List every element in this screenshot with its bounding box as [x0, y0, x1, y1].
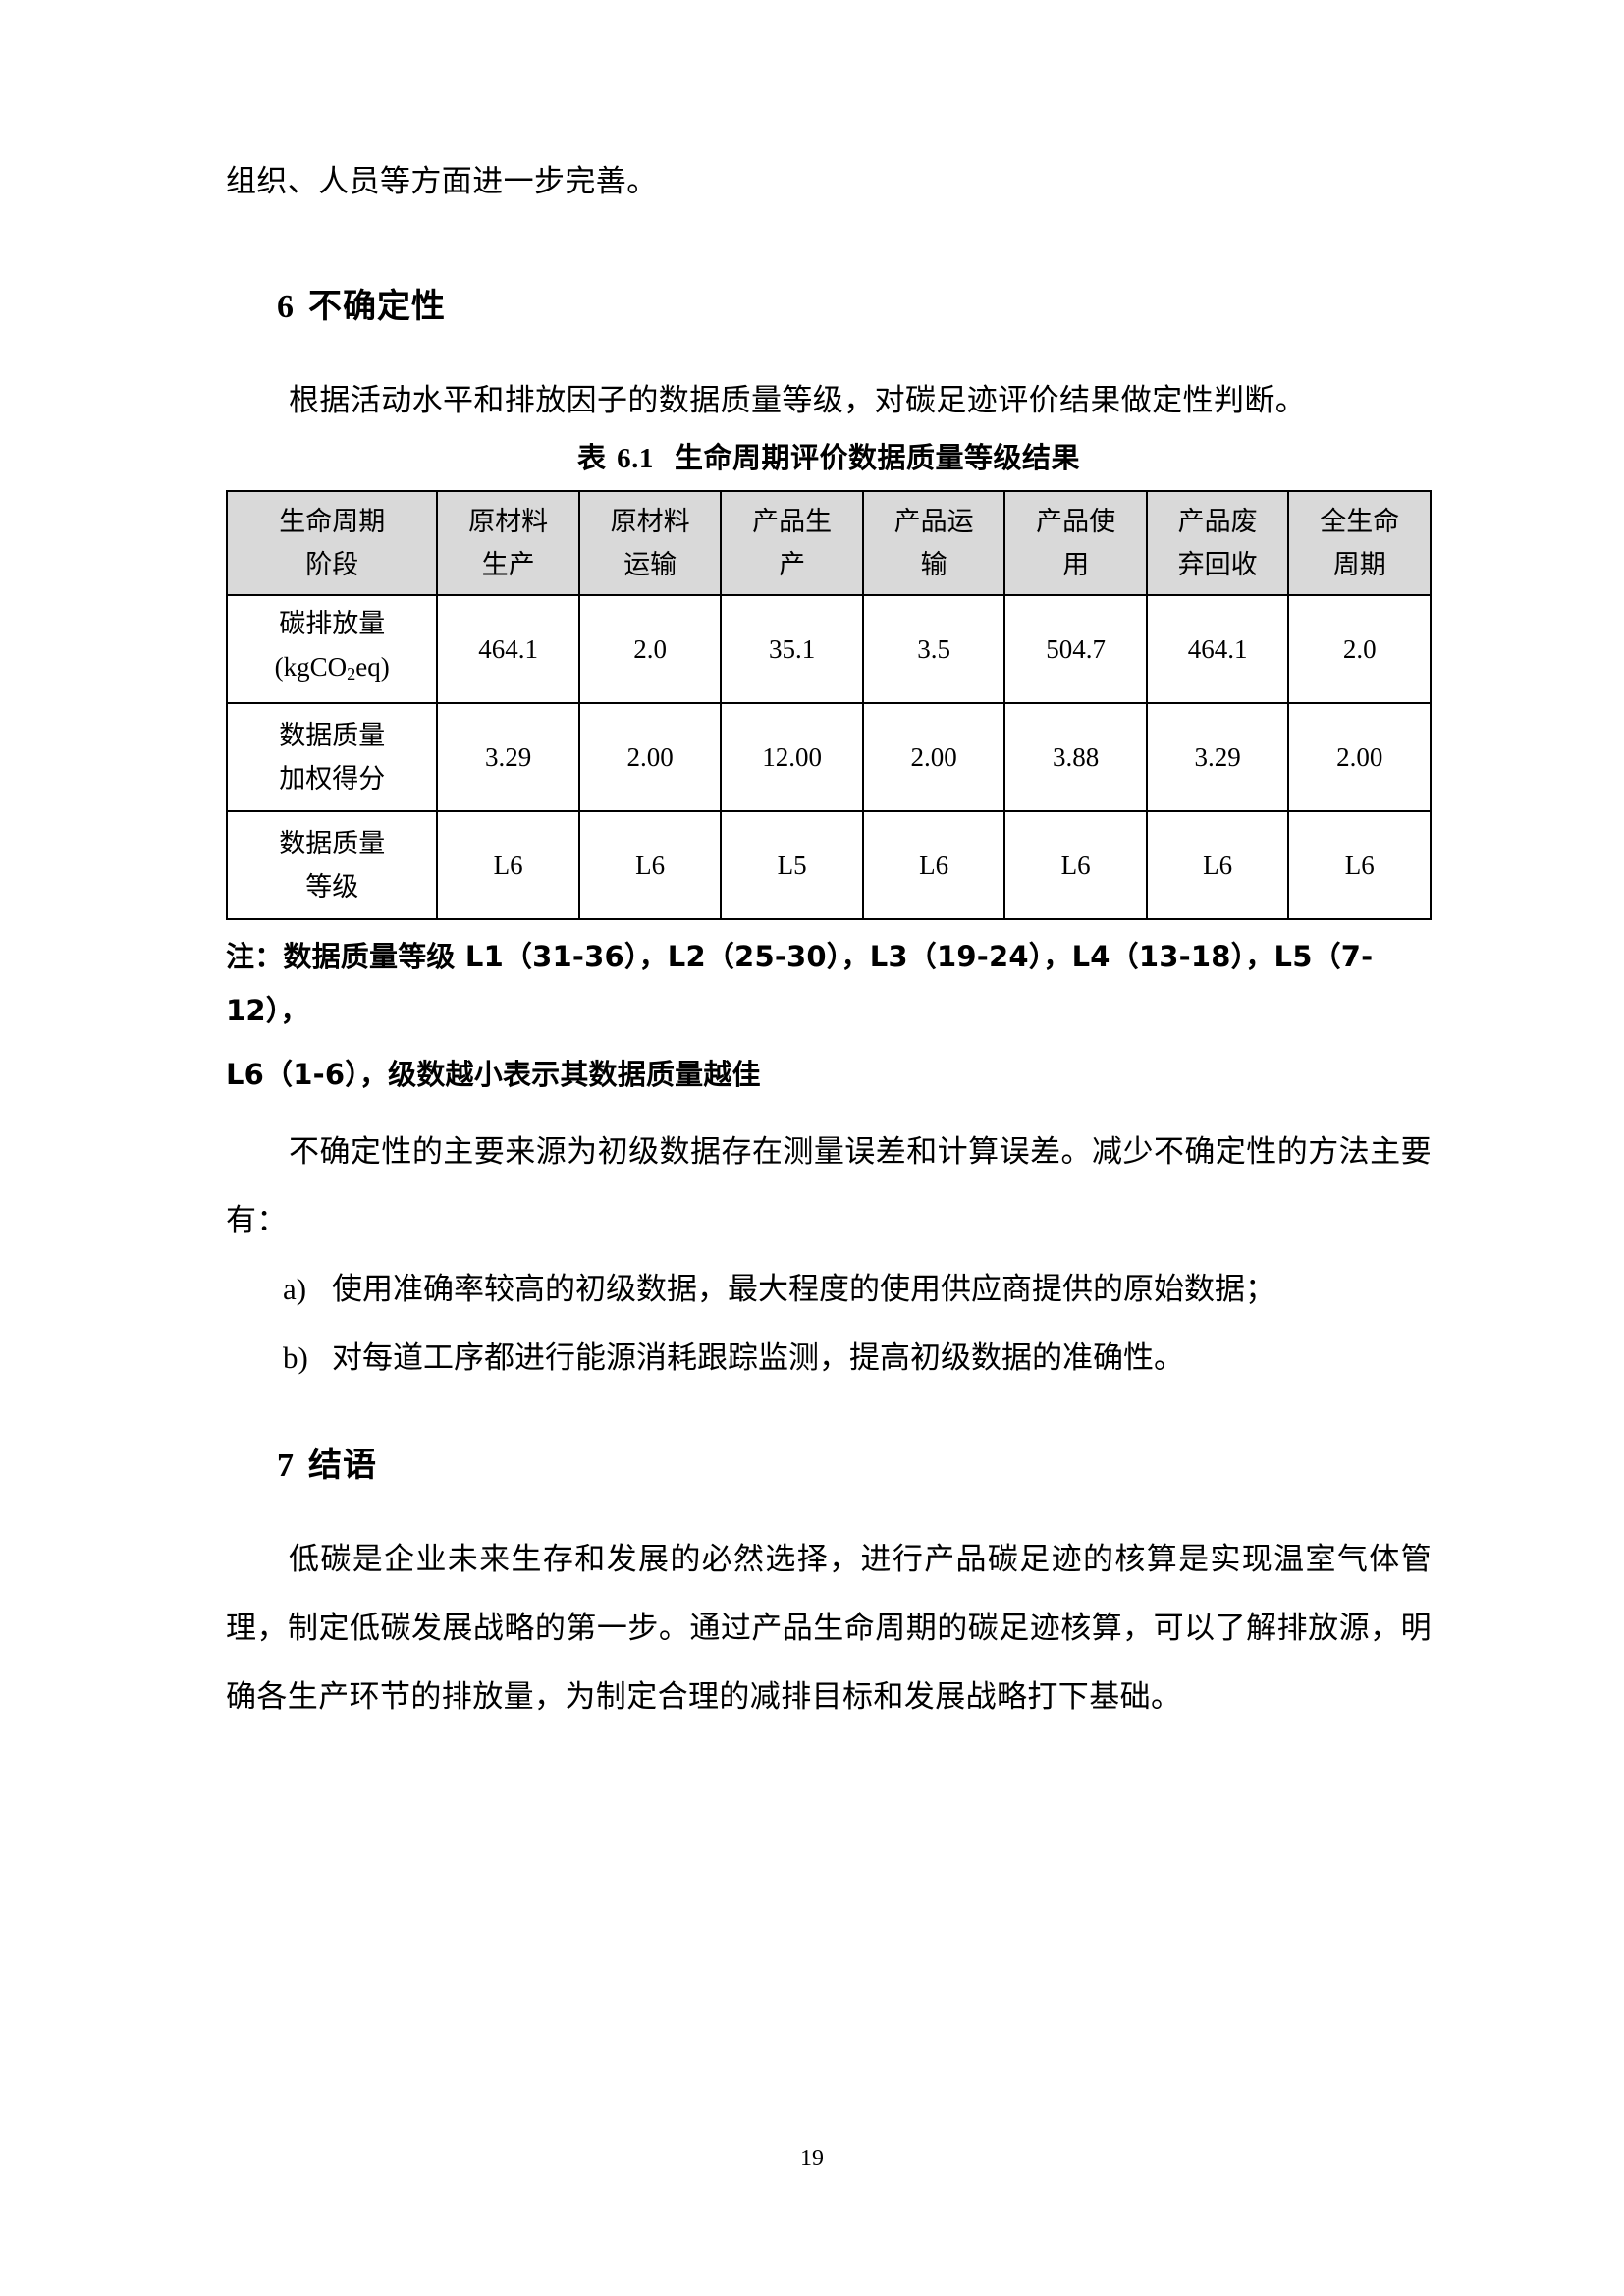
- table-header-cell-0-line2: 阶段: [305, 550, 359, 579]
- cell-score-1: 2.00: [577, 702, 723, 812]
- table-caption-prefix: 表: [576, 441, 607, 474]
- row-label-grade-line2: 等级: [305, 872, 359, 902]
- cell-score-2: 12.00: [720, 702, 864, 812]
- table-header-cell-5-line2: 用: [1062, 550, 1090, 579]
- cell-emissions-1: 2.0: [577, 594, 723, 704]
- section-title-6: 不确定性: [308, 287, 446, 326]
- cell-score-5: 3.29: [1145, 702, 1290, 812]
- cell-emissions-3: 3.5: [861, 594, 1006, 704]
- row-label-emissions-line1: 碳排放量: [279, 609, 386, 639]
- continued-paragraph: 组织、人员等方面进一步完善。: [226, 164, 658, 198]
- list-item: a) 使用准确率较高的初级数据，最大程度的使用供应商提供的原始数据；: [226, 1255, 1432, 1324]
- table-row: 数据质量 等级 L6 L6 L5 L6 L6 L6 L6: [225, 810, 1432, 920]
- table-head: 生命周期 阶段 原材料 生产 原材料 运输 产品生 产 产品运 输: [225, 490, 1432, 596]
- table-row: 碳排放量 (kgCO2eq) 464.1 2.0 35.1 3.5 504.7 …: [225, 594, 1432, 704]
- cell-score-3: 2.00: [861, 702, 1006, 812]
- section-number-7: 7: [277, 1448, 295, 1484]
- row-label-grade-line1: 数据质量: [279, 829, 386, 858]
- table-header-cell-0: 生命周期 阶段: [225, 490, 439, 596]
- cell-grade-0: L6: [436, 810, 580, 920]
- cell-emissions-0: 464.1: [436, 594, 580, 704]
- row-label-weighted-score-line1: 数据质量: [279, 721, 386, 750]
- table-header-cell-6: 产品废 弃回收: [1145, 490, 1290, 596]
- lca-data-quality-table: 生命周期 阶段 原材料 生产 原材料 运输 产品生 产 产品运 输: [225, 490, 1432, 920]
- table-header-cell-3-line1: 产品生: [752, 507, 833, 536]
- row-label-emissions: 碳排放量 (kgCO2eq): [225, 594, 439, 704]
- table-note-line-1: 注：数据质量等级 L1（31-36），L2（25-30），L3（19-24），L…: [226, 940, 1374, 1027]
- section-title-7: 结语: [308, 1446, 377, 1485]
- cell-emissions-2: 35.1: [720, 594, 864, 704]
- table-header-cell-7-line2: 周期: [1332, 550, 1386, 579]
- conclusion-paragraph: 低碳是企业未来生存和发展的必然选择，进行产品碳足迹的核算是实现温室气体管理，制定…: [226, 1542, 1432, 1714]
- table-header-row: 生命周期 阶段 原材料 生产 原材料 运输 产品生 产 产品运 输: [225, 490, 1432, 596]
- table-header-cell-2-line2: 运输: [623, 550, 677, 579]
- table-header-cell-7-line1: 全生命: [1320, 507, 1400, 536]
- table-header-cell-7: 全生命 周期: [1287, 490, 1432, 596]
- table-header-cell-1: 原材料 生产: [436, 490, 580, 596]
- row-label-grade: 数据质量 等级: [225, 810, 439, 920]
- list-item: b) 对每道工序都进行能源消耗跟踪监测，提高初级数据的准确性。: [226, 1324, 1432, 1393]
- row-label-weighted-score-line2: 加权得分: [279, 764, 386, 793]
- list-item-marker-a: a): [283, 1272, 307, 1306]
- cell-grade-1: L6: [577, 810, 723, 920]
- table-body: 碳排放量 (kgCO2eq) 464.1 2.0 35.1 3.5 504.7 …: [225, 594, 1432, 920]
- table-row: 数据质量 加权得分 3.29 2.00 12.00 2.00 3.88 3.29…: [225, 702, 1432, 812]
- cell-score-6: 2.00: [1287, 702, 1432, 812]
- table-caption: 表 6.1 生命周期评价数据质量等级结果: [226, 435, 1432, 476]
- table-header-cell-1-line1: 原材料: [468, 507, 549, 536]
- list-item-text-b: 对每道工序都进行能源消耗跟踪监测，提高初级数据的准确性。: [332, 1340, 1184, 1375]
- table-caption-number: 6.1: [617, 443, 654, 474]
- row-label-weighted-score: 数据质量 加权得分: [225, 702, 439, 812]
- section-heading-7: 7 结语: [277, 1436, 1432, 1496]
- table-note-line-2: L6（1-6），级数越小表示其数据质量越佳: [226, 1058, 761, 1091]
- cell-grade-5: L6: [1145, 810, 1290, 920]
- table-header-cell-4-line1: 产品运: [893, 507, 974, 536]
- table-header-cell-1-line2: 生产: [481, 550, 535, 579]
- table-header-cell-2-line1: 原材料: [610, 507, 690, 536]
- table-header-cell-5-line1: 产品使: [1036, 507, 1116, 536]
- table-header-cell-2: 原材料 运输: [577, 490, 723, 596]
- uncertainty-methods-list: a) 使用准确率较高的初级数据，最大程度的使用供应商提供的原始数据； b) 对每…: [226, 1255, 1432, 1393]
- cell-grade-3: L6: [861, 810, 1006, 920]
- cell-grade-2: L5: [720, 810, 864, 920]
- table-header-cell-3-line2: 产: [779, 550, 806, 579]
- page-number: 19: [800, 2146, 824, 2171]
- table-header-cell-4: 产品运 输: [861, 490, 1006, 596]
- list-item-marker-b: b): [283, 1340, 308, 1375]
- section6-intro-paragraph: 根据活动水平和排放因子的数据质量等级，对碳足迹评价结果做定性判断。: [289, 383, 1307, 417]
- table-header-cell-6-line2: 弃回收: [1177, 550, 1258, 579]
- table-header-cell-6-line1: 产品废: [1177, 507, 1258, 536]
- section-number-6: 6: [277, 289, 295, 325]
- section-heading-6: 6 不确定性: [277, 277, 1432, 337]
- table-header-cell-0-line1: 生命周期: [279, 507, 386, 536]
- cell-grade-4: L6: [1003, 810, 1148, 920]
- row-label-emissions-line2: (kgCO2eq): [274, 652, 390, 684]
- cell-emissions-5: 464.1: [1145, 594, 1290, 704]
- list-item-text-a: 使用准确率较高的初级数据，最大程度的使用供应商提供的原始数据；: [332, 1272, 1275, 1306]
- uncertainty-paragraph: 不确定性的主要来源为初级数据存在测量误差和计算误差。减少不确定性的方法主要有：: [226, 1134, 1432, 1237]
- cell-emissions-4: 504.7: [1003, 594, 1148, 704]
- table-header-cell-3: 产品生 产: [720, 490, 864, 596]
- cell-score-4: 3.88: [1003, 702, 1148, 812]
- table-header-cell-5: 产品使 用: [1003, 490, 1148, 596]
- table-caption-text: 生命周期评价数据质量等级结果: [675, 441, 1081, 474]
- cell-emissions-6: 2.0: [1287, 594, 1432, 704]
- cell-score-0: 3.29: [436, 702, 580, 812]
- table-header-cell-4-line2: 输: [920, 550, 947, 579]
- cell-grade-6: L6: [1287, 810, 1432, 920]
